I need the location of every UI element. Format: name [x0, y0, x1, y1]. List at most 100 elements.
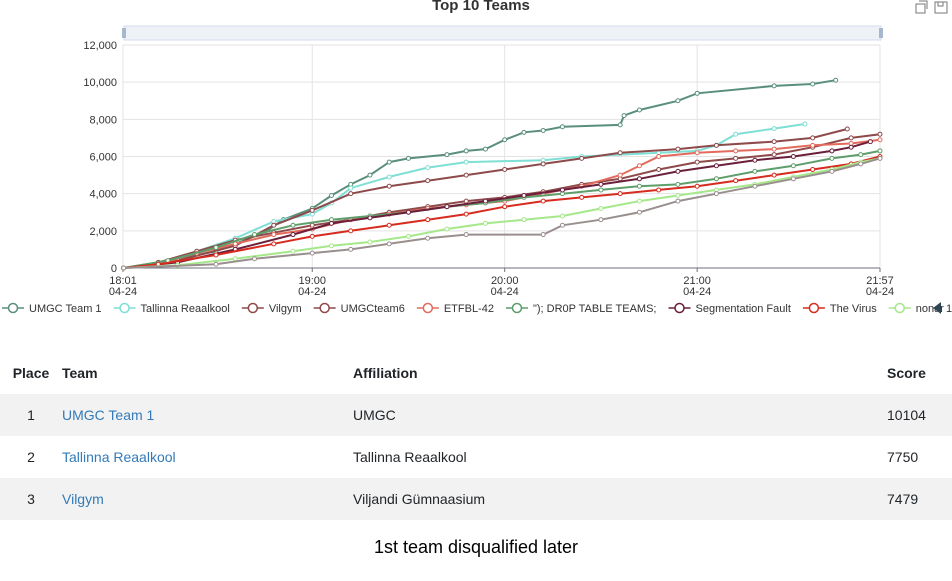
- data-point: [502, 167, 508, 173]
- data-point: [636, 183, 642, 189]
- data-point: [348, 246, 354, 252]
- x-tick-date: 04-24: [491, 286, 519, 298]
- data-point: [733, 131, 739, 137]
- data-point: [656, 187, 662, 193]
- restore-icon[interactable]: [914, 0, 928, 14]
- data-point: [348, 191, 354, 197]
- data-point: [713, 176, 719, 182]
- data-point: [579, 155, 585, 161]
- data-point: [482, 198, 488, 204]
- zoom-slider[interactable]: [122, 25, 883, 41]
- data-point: [213, 261, 219, 267]
- score-cell: 7479: [887, 491, 919, 507]
- affiliation-header: Affiliation: [353, 365, 418, 381]
- data-point: [810, 135, 816, 141]
- data-point: [367, 239, 373, 245]
- data-point: [617, 172, 623, 178]
- y-tick-label: 8,000: [89, 114, 117, 126]
- data-point: [405, 233, 411, 239]
- data-point: [752, 168, 758, 174]
- data-point: [829, 155, 835, 161]
- series-9: [121, 155, 883, 271]
- score-chart: Top 10 Teams 0 2,000 4,000 6,000 8,000 10,000…: [2, 0, 952, 315]
- data-point: [309, 207, 315, 213]
- data-point: [771, 172, 777, 178]
- zoom-slider-right-handle[interactable]: [879, 28, 883, 38]
- place-cell: 3: [27, 491, 35, 507]
- legend-item[interactable]: ETFBL-42: [416, 302, 494, 315]
- data-point: [213, 245, 219, 251]
- legend-item[interactable]: The Virus: [802, 302, 877, 315]
- data-point: [621, 113, 627, 119]
- data-point: [309, 233, 315, 239]
- data-point: [810, 167, 816, 173]
- data-point: [444, 226, 450, 232]
- data-point: [858, 161, 864, 167]
- data-point: [425, 235, 431, 241]
- data-point: [771, 139, 777, 145]
- zoom-slider-left-handle[interactable]: [122, 28, 126, 38]
- y-tick-label: 0: [111, 263, 117, 275]
- data-point: [656, 167, 662, 173]
- legend-marker: [247, 302, 259, 314]
- data-point: [232, 256, 238, 262]
- data-point: [675, 98, 681, 104]
- legend-label: UMGC Team 1: [29, 303, 102, 315]
- series-line: [123, 128, 848, 269]
- data-point: [636, 107, 642, 113]
- data-point: [386, 222, 392, 228]
- team-header: Team: [62, 365, 98, 381]
- data-point: [694, 90, 700, 96]
- grid: [122, 44, 881, 269]
- legend-label: ETFBL-42: [444, 303, 494, 315]
- team-link[interactable]: Vilgym: [62, 491, 104, 507]
- save-image-icon[interactable]: [934, 0, 948, 14]
- data-point: [675, 168, 681, 174]
- legend-item[interactable]: UMGC Team 1: [2, 302, 102, 315]
- data-point: [829, 168, 835, 174]
- data-point: [636, 176, 642, 182]
- data-point: [752, 157, 758, 163]
- legend-prev-icon[interactable]: [933, 302, 941, 314]
- data-point: [617, 122, 623, 128]
- legend-item[interactable]: Segmentation Fault: [668, 302, 791, 315]
- data-point: [386, 241, 392, 247]
- data-point: [790, 176, 796, 182]
- data-point: [636, 163, 642, 169]
- data-point: [675, 198, 681, 204]
- legend-marker: [808, 302, 820, 314]
- data-point: [694, 150, 700, 156]
- data-point: [444, 204, 450, 210]
- legend-item[interactable]: Vilgym: [241, 302, 302, 315]
- legend-marker: [674, 302, 685, 314]
- data-point: [598, 181, 604, 187]
- team-link[interactable]: UMGC Team 1: [62, 407, 155, 423]
- y-tick-label: 2,000: [89, 226, 117, 238]
- data-point: [502, 137, 508, 143]
- data-point: [482, 146, 488, 152]
- legend-item[interactable]: Tallinna Reaalkool: [113, 302, 230, 315]
- data-point: [425, 178, 431, 184]
- axes: 02,0004,0006,0008,00010,00012,00018:0104…: [83, 40, 894, 298]
- data-point: [502, 204, 508, 210]
- data-point: [290, 232, 296, 238]
- legend-item[interactable]: "); DR0P TABLE TEAMS;: [505, 302, 657, 315]
- data-point: [328, 220, 334, 226]
- data-point: [386, 159, 392, 165]
- x-tick-date: 04-24: [298, 286, 326, 298]
- scoreboard-table: Place Team Affiliation Score 1 UMGC Team…: [0, 352, 952, 520]
- place-header: Place: [12, 365, 50, 381]
- legend-item[interactable]: UMGCteam6: [313, 302, 405, 315]
- zoom-slider-track[interactable]: [123, 25, 882, 41]
- series-2: [121, 126, 850, 271]
- data-point: [290, 248, 296, 254]
- series: [121, 77, 883, 271]
- data-point: [675, 146, 681, 152]
- data-point: [463, 148, 469, 154]
- legend-marker: [894, 302, 906, 314]
- x-tick-label: 21:00: [683, 275, 711, 287]
- data-point: [252, 256, 258, 262]
- table-row: 2 Tallinna Reaalkool Tallinna Reaalkool …: [0, 436, 952, 478]
- team-link[interactable]: Tallinna Reaalkool: [62, 449, 176, 465]
- place-cell: 1: [27, 407, 35, 423]
